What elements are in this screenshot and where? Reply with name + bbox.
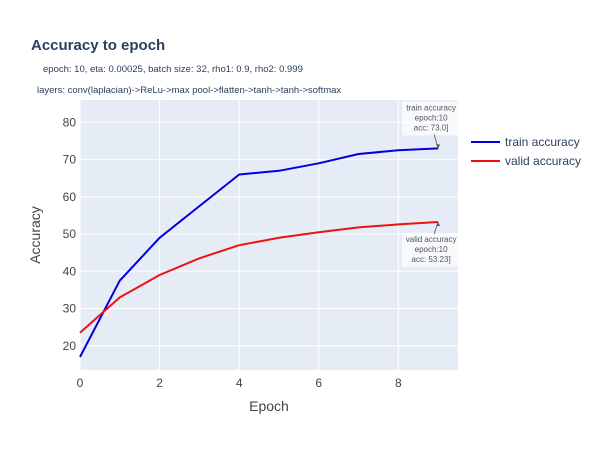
y-tick-label: 40 [63, 264, 77, 278]
legend-label: valid accuracy [505, 154, 581, 168]
chart-subtitle-1: epoch: 10, eta: 0.00025, batch size: 32,… [43, 64, 303, 75]
y-tick-label: 80 [63, 115, 77, 129]
y-tick-label: 70 [63, 153, 77, 167]
x-tick-label: 2 [156, 376, 163, 390]
annotation-text: train accuracy [406, 103, 456, 112]
x-tick-label: 0 [77, 376, 84, 390]
x-tick-label: 4 [236, 376, 243, 390]
axis-ticks: 0 2 4 6 8 20 30 40 50 60 70 80 [63, 115, 402, 390]
annotation-arrowhead [436, 222, 441, 227]
annotation-text: acc: 73.0] [414, 123, 449, 132]
x-tick-label: 8 [395, 376, 402, 390]
annotation-arrowhead [436, 144, 441, 149]
annotation-text: acc: 53.23] [412, 255, 451, 264]
series-line-1 [79, 221, 439, 334]
chart-subtitle-2: layers: conv(laplacian)->ReLu->max pool-… [37, 85, 341, 96]
y-tick-label: 50 [63, 227, 77, 241]
series-line-0 [79, 147, 439, 358]
annotation-text: epoch:10 [415, 113, 448, 122]
annotation-text: epoch:10 [415, 245, 448, 254]
y-tick-label: 20 [63, 339, 77, 353]
gridlines [79, 100, 458, 370]
chart-title: Accuracy to epoch [31, 37, 165, 54]
annotation-box [402, 233, 461, 268]
plot-background [80, 100, 458, 370]
legend-item-1[interactable]: valid accuracy [471, 154, 581, 168]
legend-label: train accuracy [505, 135, 580, 149]
x-tick-label: 6 [315, 376, 322, 390]
x-axis-title: Epoch [249, 398, 289, 414]
annotation-box [402, 101, 461, 136]
y-axis-title: Accuracy [27, 206, 43, 264]
y-tick-label: 30 [63, 302, 77, 316]
legend-item-0[interactable]: train accuracy [471, 135, 580, 149]
series-lines [79, 147, 439, 358]
y-tick-label: 60 [63, 190, 77, 204]
legend[interactable]: train accuracy valid accuracy [471, 135, 581, 168]
annotation-text: valid accuracy [406, 235, 457, 244]
